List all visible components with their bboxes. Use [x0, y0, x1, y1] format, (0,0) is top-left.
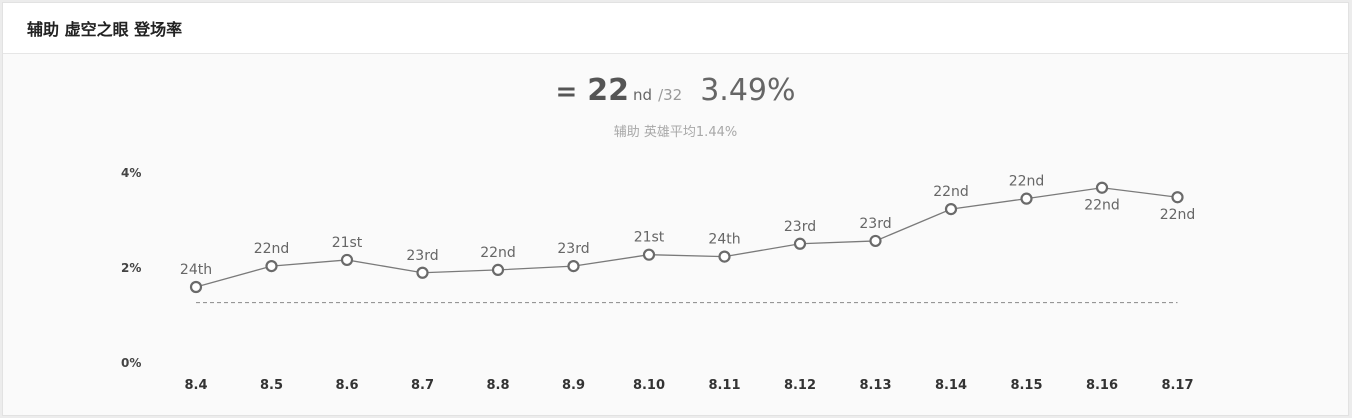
rank-change-indicator: =	[555, 77, 578, 107]
x-tick-label: 8.6	[335, 378, 358, 393]
x-tick-label: 8.8	[486, 378, 509, 393]
data-point	[189, 280, 203, 294]
data-point-label: 21st	[634, 230, 665, 246]
data-point-label: 22nd	[1009, 174, 1045, 190]
data-point	[793, 237, 807, 250]
data-point	[944, 203, 958, 216]
rank-suffix: nd	[633, 86, 653, 104]
x-tick-label: 8.17	[1161, 378, 1193, 393]
x-tick-label: 8.13	[859, 378, 891, 393]
x-tick-label: 8.5	[260, 378, 283, 393]
y-tick-label: 0%	[121, 356, 141, 370]
data-point-label: 23rd	[859, 216, 891, 232]
data-point-label: 22nd	[1160, 207, 1196, 223]
x-tick-label: 8.9	[562, 378, 585, 393]
series-line	[195, 187, 1178, 288]
data-point-label: 21st	[332, 235, 363, 251]
average-subline: 辅助 英雄平均1.44%	[613, 125, 738, 140]
data-point	[1171, 191, 1184, 204]
pick-rate-value: 3.49%	[700, 73, 796, 108]
rank-number: 22	[587, 73, 630, 108]
panel-title: 辅助 虚空之眼 登场率	[27, 20, 183, 39]
x-tick-label: 8.4	[184, 378, 207, 393]
data-point-label: 22nd	[480, 245, 516, 261]
data-point	[642, 248, 656, 261]
data-point	[340, 253, 354, 267]
data-point-label: 24th	[708, 232, 740, 248]
x-tick-label: 8.11	[708, 378, 740, 393]
data-point	[567, 260, 580, 273]
data-point-label: 22nd	[933, 184, 969, 200]
x-tick-label: 8.7	[411, 378, 434, 393]
data-point	[869, 234, 882, 248]
x-tick-label: 8.12	[784, 378, 816, 393]
panel-header: 辅助 虚空之眼 登场率	[3, 3, 1348, 54]
data-point	[416, 266, 429, 279]
data-point-label: 23rd	[784, 219, 816, 235]
data-point-label: 23rd	[557, 241, 589, 257]
data-point-label: 23rd	[406, 248, 438, 264]
data-point	[1095, 181, 1109, 194]
data-point	[1020, 192, 1033, 205]
y-tick-label: 2%	[121, 261, 141, 275]
rank-summary: = 22 nd /32 3.49%	[3, 73, 1348, 108]
data-point-label: 24th	[180, 262, 212, 278]
data-point	[265, 260, 278, 273]
data-point-label: 22nd	[1084, 198, 1120, 214]
data-point	[491, 263, 505, 276]
x-tick-label: 8.15	[1010, 378, 1042, 393]
data-point-label: 22nd	[254, 241, 290, 257]
y-tick-label: 4%	[121, 166, 141, 180]
data-point	[718, 250, 731, 263]
rank-total: /32	[658, 86, 683, 104]
x-tick-label: 8.16	[1086, 378, 1118, 393]
x-tick-label: 8.14	[935, 378, 967, 393]
x-tick-label: 8.10	[633, 378, 665, 393]
